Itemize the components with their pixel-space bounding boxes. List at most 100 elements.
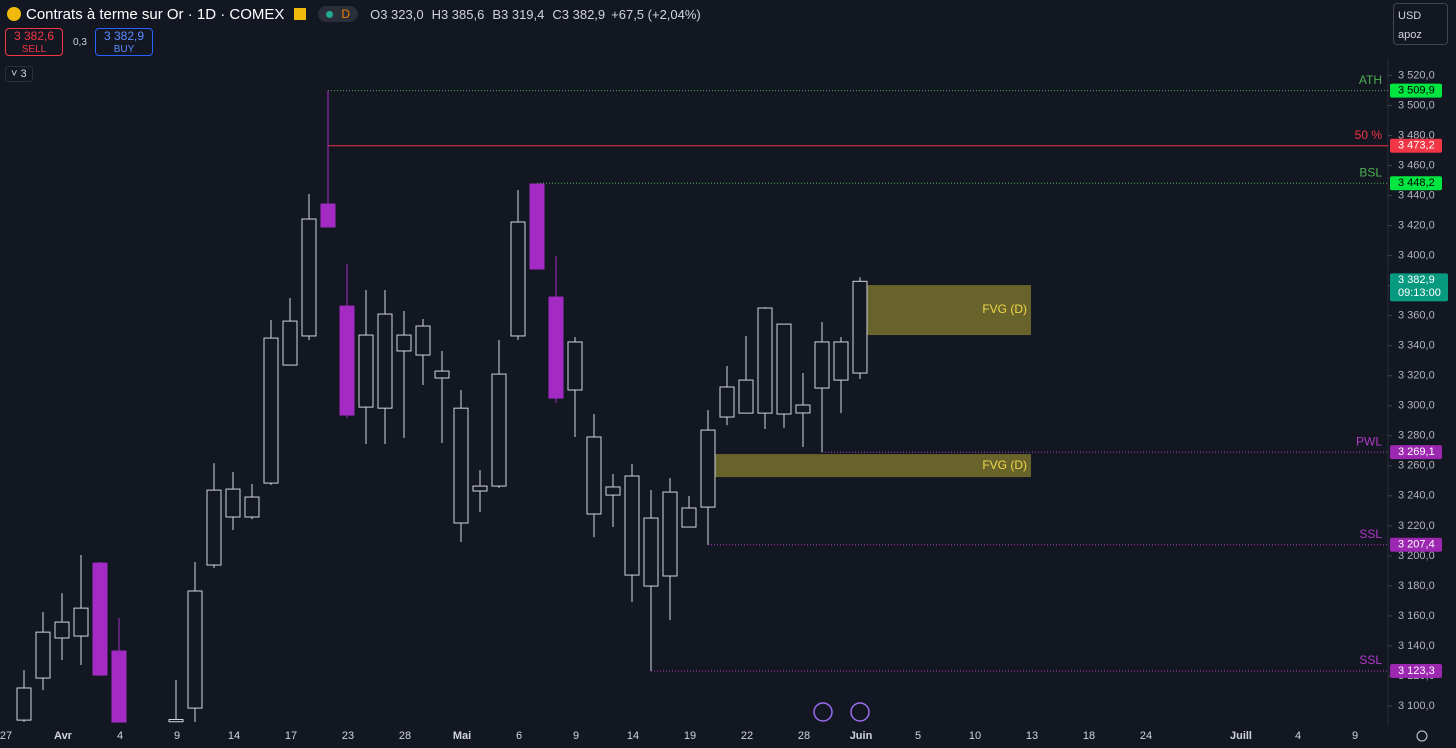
y-tick-label: 3 200,0: [1398, 550, 1435, 562]
x-tick-label: 10: [969, 730, 981, 742]
candle-body: [206, 489, 222, 566]
candle-body: [662, 491, 678, 577]
ohlc-value: 3 385,6: [440, 6, 485, 22]
y-tick-label: 3 140,0: [1398, 640, 1435, 652]
candle-body: [567, 341, 583, 391]
ohlc-item: O3 323,0: [370, 7, 424, 22]
candle-body: [225, 488, 241, 518]
sell-button[interactable]: 3 382,6 SELL: [5, 28, 63, 56]
candle-body: [244, 496, 260, 518]
replay-icon[interactable]: [813, 702, 833, 722]
x-tick-label: 22: [741, 730, 753, 742]
candle-body: [453, 407, 469, 524]
x-tick-label: Mai: [453, 730, 471, 742]
y-tick-label: 3 180,0: [1398, 580, 1435, 592]
price-tag-label: 3 509,9: [1398, 85, 1435, 97]
candle-body: [263, 337, 279, 484]
y-tick-label: 3 340,0: [1398, 340, 1435, 352]
flag: [294, 8, 307, 20]
candle-body: [301, 218, 317, 337]
indicator-toggle[interactable]: ˅ 3: [5, 66, 33, 82]
candle-body: [396, 334, 412, 352]
y-tick-label: 3 160,0: [1398, 610, 1435, 622]
x-tick-label: 28: [399, 730, 411, 742]
buy-button[interactable]: 3 382,9 BUY: [95, 28, 153, 56]
menu[interactable]: USD apoz: [1393, 3, 1448, 45]
candle-body: [16, 687, 32, 721]
candle-body: [434, 370, 450, 379]
price-tag-label: 3 123,3: [1398, 665, 1435, 677]
price-tag: [1390, 664, 1442, 679]
badge[interactable]: D: [318, 6, 359, 22]
y-tick-label: 3 400,0: [1398, 250, 1435, 262]
candle-body: [111, 650, 127, 723]
candle-body: [168, 718, 184, 723]
candle-body: [339, 305, 355, 416]
y-tick-label: 3 460,0: [1398, 159, 1435, 171]
icon: [7, 7, 21, 21]
alert-icon[interactable]: [850, 702, 870, 722]
level-name: BSL: [1359, 165, 1382, 179]
level-name: PWL: [1356, 434, 1382, 448]
x-tick-label: Avr: [54, 730, 73, 742]
settings-icon[interactable]: [1416, 730, 1428, 742]
candle-body: [605, 486, 621, 496]
candle-body: [833, 341, 849, 381]
candle-body: [681, 507, 697, 528]
y-tick-label: 3 100,0: [1398, 700, 1435, 712]
candle-body: [35, 631, 51, 679]
candle-body: [472, 485, 488, 492]
x-tick-label: 23: [342, 730, 354, 742]
x-tick-label: Juill: [1230, 730, 1252, 742]
buy-label: BUY: [113, 44, 135, 55]
x-tick-label: 9: [573, 730, 579, 742]
price-tag-label: 3 448,2: [1398, 177, 1435, 189]
candle-body: [776, 323, 792, 415]
x-tick-label: 4: [1295, 730, 1301, 742]
y-tick-label: 3 260,0: [1398, 460, 1435, 472]
price-tag-label: 3 473,2: [1398, 140, 1435, 152]
candle-body: [54, 621, 70, 639]
candle-body: [586, 436, 602, 515]
price-tag: [1390, 176, 1442, 191]
buy-price: 3 382,9: [103, 29, 145, 43]
last-price-label: 3 382,9: [1398, 274, 1435, 286]
price-tag-label: 3 207,4: [1398, 539, 1435, 551]
candle-body: [320, 203, 336, 228]
fvg-zone: [860, 285, 1031, 336]
x-tick-label: 19: [684, 730, 696, 742]
x-tick-label: 18: [1083, 730, 1095, 742]
y-tick-label: 3 500,0: [1398, 99, 1435, 111]
fvg-label: FVG (D): [982, 302, 1027, 316]
candle-body: [700, 429, 716, 508]
price-tag: [1390, 138, 1442, 153]
candle-body: [358, 334, 374, 408]
fvg-zone: [708, 454, 1031, 478]
change: +67,5 (+2,04%): [611, 6, 701, 22]
candle-body: [814, 341, 830, 389]
ohlc-item: H3 385,6: [432, 7, 485, 22]
x-tick-label: 27: [0, 730, 12, 742]
candle-body: [282, 320, 298, 366]
countdown: 09:13:00: [1398, 287, 1441, 299]
y-tick-label: 3 300,0: [1398, 400, 1435, 412]
level-name: 50 %: [1355, 128, 1383, 142]
sell-price: 3 382,6: [13, 29, 55, 43]
candle-body: [852, 280, 868, 374]
x-tick-label: 5: [915, 730, 921, 742]
y-tick-label: 3 380,0: [1398, 280, 1435, 292]
candle-body: [548, 296, 564, 399]
spread: 0,3: [73, 37, 87, 48]
level-name: ATH: [1359, 73, 1382, 87]
badge-text: D: [341, 7, 351, 21]
x-tick-label: 6: [516, 730, 522, 742]
x-tick-label: 9: [174, 730, 180, 742]
y-tick-label: 3 240,0: [1398, 490, 1435, 502]
y-tick-label: 3 360,0: [1398, 310, 1435, 322]
x-tick-label: 14: [228, 730, 240, 742]
candle-body: [377, 313, 393, 409]
candle-body: [92, 562, 108, 676]
candle-body: [757, 307, 773, 414]
candle-body: [510, 221, 526, 337]
